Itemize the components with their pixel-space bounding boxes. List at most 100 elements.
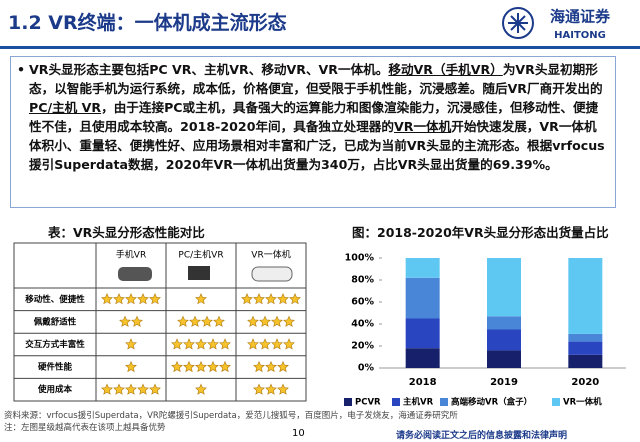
- star: [253, 383, 265, 395]
- star: [259, 315, 271, 327]
- rating: [101, 293, 161, 305]
- star: [265, 383, 277, 395]
- star: [131, 315, 143, 327]
- rating: [101, 383, 161, 395]
- rating: [171, 360, 231, 373]
- bar-segment: [405, 277, 440, 319]
- star: [101, 293, 113, 305]
- star: [289, 293, 301, 305]
- star: [137, 383, 149, 395]
- rating: [125, 360, 137, 373]
- column-header: PC/主机VR: [178, 249, 223, 261]
- row-label: 佩戴舒适性: [34, 316, 77, 327]
- text: 移动VR（手机VR）: [388, 62, 503, 77]
- row-label: 移动性、便捷性: [25, 294, 85, 305]
- star: [219, 338, 231, 350]
- slide-title: 1.2 VR终端：一体机成主流形态: [8, 12, 287, 34]
- bar-segment: [405, 348, 440, 368]
- x-tick-label: 2018: [409, 377, 437, 388]
- logo: 海通证券 HAITONG: [502, 7, 611, 41]
- y-tick-label: 80%: [351, 275, 374, 286]
- text: 为VR头显初期形态，以智能手机为运行系统，成本低，价格便宜，但受限于手机性能，沉…: [29, 62, 603, 96]
- star: [195, 383, 207, 395]
- star: [149, 293, 161, 305]
- footnote: 资料来源：vrfocus援引Superdata，VR陀螺援引Superdata，…: [4, 410, 458, 434]
- text-box: • VR头显形态主要包括PC VR、主机VR、移动VR、VR一体机。移动VR（手…: [10, 56, 616, 208]
- star: [277, 293, 289, 305]
- legend-label: VR一体机: [563, 397, 602, 408]
- star: [137, 293, 149, 305]
- star: [271, 315, 283, 327]
- star: [149, 383, 161, 395]
- star: [201, 315, 213, 327]
- source: 资料来源：vrfocus援引Superdata，VR陀螺援引Superdata，…: [4, 411, 458, 421]
- rating: [247, 315, 295, 327]
- text: PC/主机 VR: [29, 100, 102, 115]
- star: [113, 293, 125, 305]
- bar-segment: [568, 341, 603, 355]
- row-label: 交互方式丰富性: [25, 339, 85, 350]
- star: [241, 293, 253, 305]
- x-tick-label: 2019: [490, 377, 518, 388]
- legend-swatch: [440, 398, 448, 406]
- bar-segment: [487, 258, 521, 317]
- text: ，由于连接PC或主机，具备强大的运算能力和图像渲染能力，沉浸感佳，但移动性、便捷…: [29, 100, 599, 134]
- table-title: 表：VR头显分形态性能对比: [48, 225, 205, 240]
- star: [119, 315, 131, 327]
- icon: [118, 267, 152, 281]
- page-number: 10: [292, 428, 305, 439]
- y-tick-label: 0%: [358, 363, 375, 374]
- bar-segment: [405, 258, 440, 278]
- icon: [188, 266, 210, 280]
- star: [195, 338, 207, 350]
- table: 手机VR PC/主机VR VR一体机移动性、便捷性佩戴舒适性交互方式丰富性硬件性能使…: [13, 242, 307, 402]
- star: [283, 315, 295, 327]
- text: VR一体机: [394, 119, 452, 134]
- y-tick-label: 100%: [345, 253, 375, 264]
- bar-segment: [487, 316, 521, 330]
- rating: [177, 315, 225, 327]
- star: [183, 338, 195, 350]
- rating: [253, 383, 289, 395]
- rating: [195, 293, 207, 305]
- bar-segment: [568, 258, 603, 334]
- star: [195, 293, 207, 305]
- rating: [125, 338, 137, 350]
- star: [271, 338, 283, 350]
- star: [125, 360, 137, 373]
- star: [183, 360, 195, 373]
- bar-segment: [568, 333, 603, 342]
- y-tick-label: 20%: [351, 341, 374, 352]
- star: [283, 338, 295, 350]
- legend-swatch: [552, 398, 560, 406]
- row-label: 硬件性能: [38, 362, 73, 373]
- star: [125, 338, 137, 350]
- logo-text: HAITONG: [554, 30, 606, 41]
- star: [101, 383, 113, 395]
- rating: [241, 293, 301, 305]
- divider: [0, 46, 640, 49]
- logo-text: 海通证券: [550, 8, 611, 26]
- star: [265, 360, 277, 373]
- rating: [119, 315, 143, 327]
- star: [177, 315, 189, 327]
- legend-swatch: [344, 398, 352, 406]
- star: [247, 315, 259, 327]
- bar-segment: [487, 350, 521, 368]
- chart-title: 图：2018-2020年VR头显分形态出货量占比: [352, 225, 609, 240]
- star: [253, 360, 265, 373]
- star: [277, 360, 289, 373]
- x-tick-label: 2020: [571, 377, 599, 388]
- star: [259, 338, 271, 350]
- icon: [251, 266, 293, 282]
- logo-mark: [508, 13, 528, 33]
- star: [195, 360, 207, 373]
- star: [207, 338, 219, 350]
- chart: 0% 20% 40% 60% 80% 100% 2018 2019 2020 PCVR 主机VR 高端…: [344, 253, 626, 408]
- star: [265, 293, 277, 305]
- star: [125, 293, 137, 305]
- star: [207, 360, 219, 373]
- disclaimer: 请务必阅读正文之后的信息披露和法律声明: [396, 431, 568, 441]
- bar-segment: [487, 329, 521, 351]
